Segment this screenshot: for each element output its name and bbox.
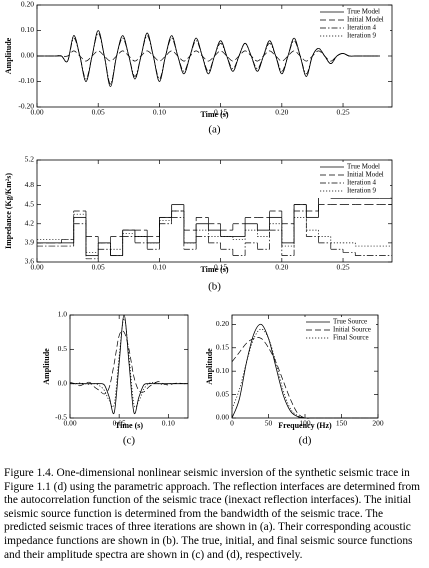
legend-label: Initial Source (333, 326, 371, 334)
y-axis-label: Amplitude (42, 348, 51, 385)
y-tick-label: 0.20 (216, 319, 229, 328)
y-tick-label: 3.9 (25, 238, 35, 247)
series-line (69, 318, 188, 408)
series-line (231, 337, 378, 419)
x-tick-label: 0.20 (275, 108, 288, 117)
x-tick-label: 0.10 (162, 419, 175, 428)
x-tick-label: 0.00 (30, 263, 43, 272)
x-tick-label: 0.10 (153, 263, 166, 272)
plot-frame (36, 159, 393, 263)
x-tick-label: 0.25 (336, 263, 349, 272)
plot-frame (69, 314, 189, 419)
series-line (70, 314, 188, 415)
x-tick-label: 0.05 (92, 263, 105, 272)
y-tick-label: 0.00 (216, 413, 229, 422)
x-tick-label: 0.25 (336, 108, 349, 117)
y-axis-label: Impedance (Kg/Km²s) (4, 173, 13, 249)
legend-label: Iteration 9 (347, 187, 376, 195)
legend-box (318, 162, 390, 198)
legend-label: True Model (347, 163, 380, 171)
series-line (37, 32, 380, 85)
legend-label: True Model (347, 8, 380, 16)
x-tick-label: 150 (336, 419, 348, 428)
y-tick-label: 1.0 (58, 310, 68, 319)
x-tick-label: 100 (299, 419, 311, 428)
y-tick-label: 0.00 (21, 51, 34, 60)
series-line (69, 330, 189, 395)
x-tick-label: 0.15 (214, 108, 227, 117)
y-tick-label: -0.5 (55, 413, 67, 422)
x-tick-label: 0.00 (30, 108, 43, 117)
legend-label: Initial Model (347, 171, 384, 179)
legend-label: Initial Model (347, 16, 384, 24)
y-axis-label: Amplitude (205, 348, 214, 385)
figure-caption: Figure 1.4. One-dimensional nonlinear se… (4, 467, 421, 561)
x-tick-label: 0.00 (63, 419, 76, 428)
y-tick-label: 4.8 (25, 180, 35, 189)
legend-box (318, 7, 390, 43)
panel-label: (b) (208, 281, 221, 293)
panel-label: (d) (299, 435, 312, 447)
x-axis-label: Time (s) (200, 265, 228, 274)
x-tick-label: 0.15 (214, 263, 227, 272)
panel-label: (a) (208, 124, 221, 136)
y-tick-label: 5.2 (25, 155, 35, 164)
y-axis-label: Amplitude (4, 37, 13, 74)
figure: -0.20-0.100.000.100.200.00 0.05 0.10 0.15 0.… (4, 0, 393, 447)
legend-label: Final Source (333, 334, 369, 342)
legend-label: Iteration 9 (347, 32, 376, 40)
panel-label: (c) (123, 435, 136, 447)
x-tick-label: 0.05 (92, 108, 105, 117)
y-tick-label: 0.5 (58, 344, 68, 353)
x-axis-label: Time (s) (115, 421, 143, 430)
legend-label: Iteration 4 (347, 24, 376, 32)
y-tick-label: 0.10 (216, 366, 229, 375)
y-tick-label: 3.6 (25, 257, 35, 266)
legend-label: True Source (333, 318, 367, 326)
y-tick-label: 0.20 (21, 0, 34, 9)
x-tick-label: 0.10 (153, 108, 166, 117)
x-tick-label: 0.20 (275, 263, 288, 272)
x-tick-label: 0.05 (113, 419, 126, 428)
x-tick-label: 200 (372, 419, 384, 428)
y-tick-label: 0.05 (216, 389, 229, 398)
y-tick-label: 0.10 (21, 25, 34, 34)
y-tick-label: 0.0 (58, 378, 68, 387)
x-tick-label: 0 (230, 419, 234, 428)
y-tick-label: 0.15 (216, 342, 229, 351)
y-tick-label: -0.10 (18, 76, 34, 85)
series-line (37, 50, 380, 62)
x-tick-label: 50 (265, 419, 273, 428)
x-axis-label: Time (s) (200, 110, 228, 119)
x-axis-label: Frequency (Hz) (278, 421, 332, 430)
legend-label: Iteration 4 (347, 179, 376, 187)
y-tick-label: -0.20 (18, 102, 34, 111)
series-line (231, 328, 378, 419)
y-tick-label: 4.5 (25, 199, 35, 208)
y-tick-label: 4.2 (25, 218, 35, 227)
